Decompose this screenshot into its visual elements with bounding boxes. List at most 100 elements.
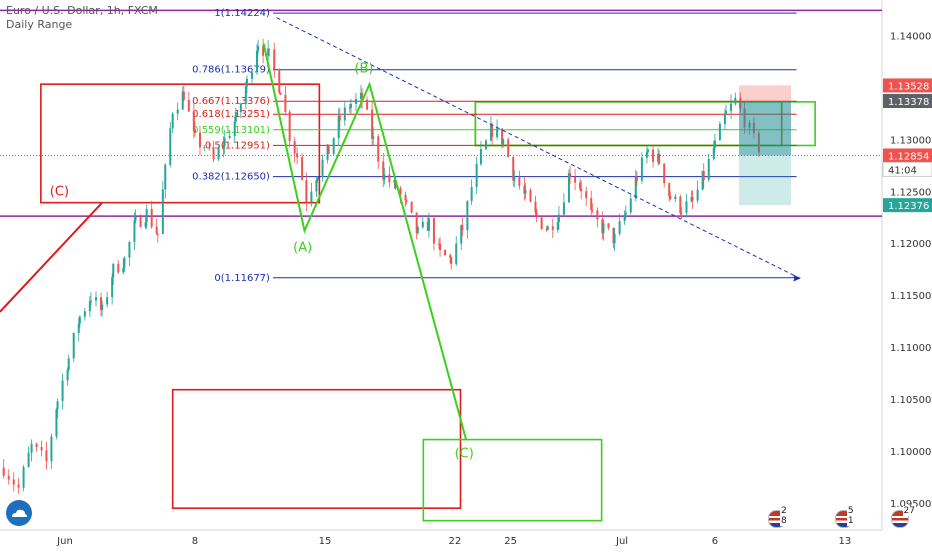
y-tick-label: 1.11500 <box>890 291 931 302</box>
candle-body <box>394 179 397 189</box>
candle-body <box>540 217 543 230</box>
candle-body <box>223 138 226 146</box>
stop-loss-area <box>739 85 792 102</box>
wave-label: (B) <box>354 62 373 77</box>
candle-body <box>89 300 92 302</box>
tradingview-logo[interactable] <box>6 500 32 526</box>
candle-body <box>171 113 174 129</box>
candle-body <box>602 223 605 234</box>
candle-body <box>117 263 120 273</box>
candle-body <box>161 189 164 235</box>
candle-body <box>399 188 402 195</box>
candle-body <box>696 189 699 201</box>
candle-body <box>139 216 142 227</box>
candle-body <box>343 107 346 121</box>
candle-body <box>607 223 610 228</box>
candle-body <box>296 153 299 158</box>
candle-body <box>466 201 469 231</box>
candle-body <box>752 122 755 134</box>
candle-body <box>288 111 291 142</box>
candle-body <box>72 333 75 359</box>
candle-body <box>634 176 637 199</box>
symbol-title: Euro / U.S. Dollar, 1h, FXCM <box>6 4 158 17</box>
candle-body <box>645 151 648 158</box>
candle-body <box>45 450 48 462</box>
candle-body <box>372 136 375 139</box>
x-tick-label: 6 <box>712 536 718 547</box>
candle-body <box>187 100 190 112</box>
candle-body <box>128 241 131 258</box>
candle-body <box>66 370 69 381</box>
candle-body <box>366 99 369 110</box>
candle-body <box>262 45 265 56</box>
candle-body <box>629 198 632 213</box>
candle-body <box>529 189 532 202</box>
candle-body <box>83 311 86 317</box>
y-tick-label: 1.11000 <box>890 343 931 354</box>
candle-body <box>78 316 81 324</box>
economic-event[interactable]: 5 1 <box>834 506 859 528</box>
candle-body <box>305 180 308 202</box>
candle-body <box>2 467 5 476</box>
candle-body <box>7 475 10 480</box>
candle-body <box>640 157 643 181</box>
candle-body <box>393 179 396 183</box>
candle-body <box>382 161 385 180</box>
candle-body <box>156 233 159 235</box>
candle-body <box>67 358 70 371</box>
candle-body <box>491 125 494 137</box>
candle-body <box>388 174 391 183</box>
candle-body <box>348 107 351 109</box>
candle-body <box>192 111 195 130</box>
price-tag-label: 1.13378 <box>888 97 929 108</box>
candle-body <box>579 182 582 189</box>
candle-body <box>518 177 521 186</box>
y-tick-label: 1.13000 <box>890 135 931 146</box>
candle-body <box>507 139 510 157</box>
candle-body <box>432 218 435 244</box>
candle-body <box>743 108 746 128</box>
candle-body <box>198 132 201 148</box>
candle-body <box>685 201 688 213</box>
candle-body <box>349 104 352 109</box>
candle-body <box>679 196 682 214</box>
candle-body <box>150 209 153 227</box>
candle-body <box>647 149 650 152</box>
candle-body <box>35 443 38 448</box>
candle-body <box>416 227 419 233</box>
candle-body <box>40 447 43 451</box>
candle-body <box>723 113 726 124</box>
candle-body <box>461 225 464 231</box>
candle-body <box>415 212 418 233</box>
candle-body <box>377 136 380 162</box>
candle-body <box>55 409 58 437</box>
fib-level-label: 0.382(1.12650) <box>192 172 270 183</box>
candle-body <box>61 380 64 402</box>
candle-body <box>439 243 442 250</box>
candle-body <box>169 128 172 165</box>
candle-body <box>658 153 661 164</box>
candle-body <box>176 109 179 114</box>
candle-body <box>405 200 408 202</box>
price-tag-label: 1.13528 <box>888 81 929 92</box>
candle-body <box>612 227 615 244</box>
candle-body <box>450 257 453 264</box>
x-tick-label: 22 <box>449 536 462 547</box>
candle-body <box>278 69 281 93</box>
indicator-label[interactable]: Daily Range <box>6 18 73 31</box>
candle-body <box>112 263 115 278</box>
candle-body <box>359 92 362 99</box>
fib-level-label: 0.786(1.13679) <box>192 65 270 76</box>
candle-body <box>250 72 253 79</box>
candle-body <box>707 158 710 180</box>
economic-event[interactable]: 2 8 <box>768 506 792 528</box>
candle-body <box>569 173 572 177</box>
candle-body <box>701 171 704 190</box>
fib-level-label: 0.5(1.12951) <box>205 140 270 151</box>
candle-body <box>580 188 583 192</box>
candle-body <box>155 226 158 234</box>
economic-event[interactable]: 27 <box>890 506 916 528</box>
candle-body <box>501 128 504 145</box>
